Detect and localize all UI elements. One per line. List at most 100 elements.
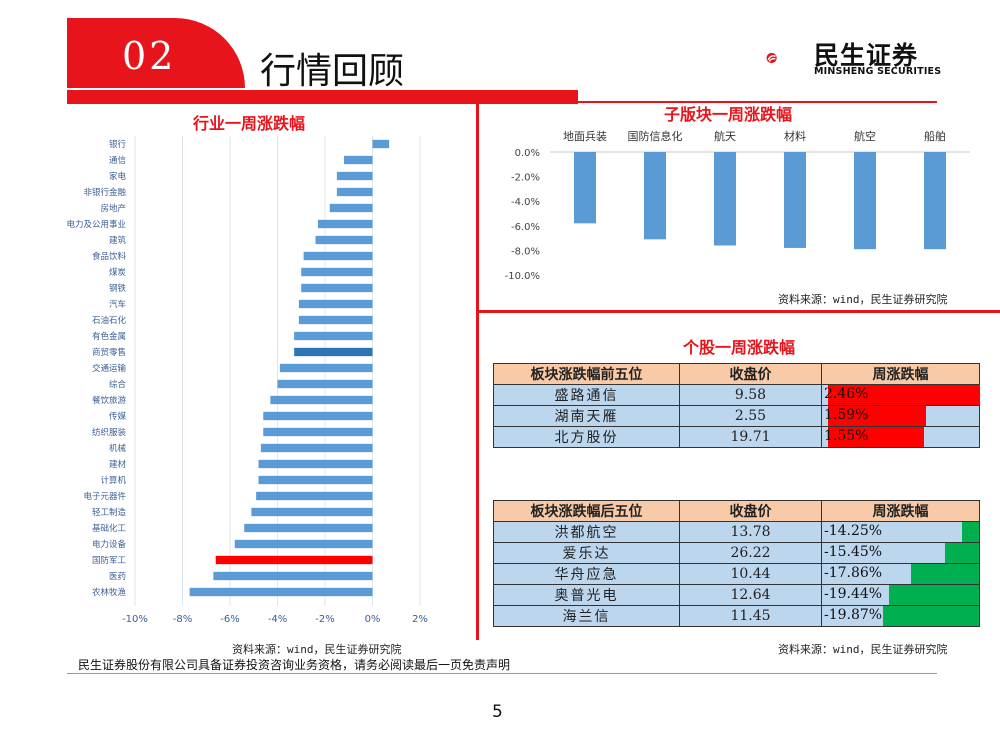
stocks-source: 资料来源：wind，民生证券研究院 (778, 643, 948, 656)
stock-name: 洪都航空 (493, 521, 680, 543)
change-bar (910, 564, 979, 584)
category-label: 电力设备 (92, 539, 127, 550)
logo-text-cn: 民生证券 (814, 41, 919, 70)
column-header: 收盘价 (679, 363, 822, 385)
y-tick-label: -10.0% (505, 271, 540, 282)
bar (234, 539, 373, 549)
category-label: 航空 (854, 129, 876, 143)
top-losers-table: 板块涨跌幅后五位 收盘价 周涨跌幅 洪都航空 13.78 -14.25% 爱乐达… (493, 500, 980, 627)
bar (644, 152, 666, 240)
change-value: -17.86% (824, 565, 883, 581)
bar (924, 152, 946, 250)
change-cell: 1.59% (821, 405, 980, 427)
bar (189, 587, 373, 597)
sub-sector-chart-source: 资料来源：wind，民生证券研究院 (778, 293, 948, 306)
bar (258, 475, 373, 485)
change-value: 1.55% (824, 428, 869, 444)
bar (263, 411, 373, 421)
category-label: 地面兵装 (563, 130, 607, 143)
change-cell: -17.86% (821, 563, 980, 585)
change-value: -19.87% (824, 607, 883, 623)
bar (301, 283, 373, 293)
category-label: 通信 (109, 155, 127, 166)
bar (298, 315, 373, 325)
horizontal-divider (478, 310, 1000, 313)
stock-name: 爱乐达 (493, 542, 680, 564)
y-tick-label: -4.0% (511, 197, 540, 208)
table-row: 爱乐达 26.22 -15.45% (493, 542, 980, 564)
close-price: 12.64 (679, 584, 822, 606)
vertical-divider (476, 104, 479, 640)
column-header: 板块涨跌幅后五位 (493, 500, 680, 522)
bar (251, 507, 373, 517)
change-bar (888, 585, 979, 605)
close-price: 13.78 (679, 521, 822, 543)
stock-name: 华舟应急 (493, 563, 680, 585)
category-label: 医药 (109, 571, 126, 582)
bar (336, 187, 373, 197)
bar (344, 155, 373, 165)
x-tick-label: -10% (122, 614, 148, 625)
bar (372, 139, 390, 149)
category-label: 建筑 (109, 235, 127, 246)
table-row: 盛路通信 9.58 2.46% (493, 384, 980, 406)
change-value: 2.46% (824, 386, 869, 402)
x-tick-label: 0% (365, 614, 381, 625)
minsheng-logo-icon (766, 52, 777, 64)
category-label: 餐饮旅游 (92, 395, 127, 406)
close-price: 2.55 (679, 405, 822, 427)
table-row: 北方股份 19.71 1.55% (493, 426, 980, 448)
logo-text-en: MINSHENG SECURITIES (814, 66, 942, 77)
footer-divider (67, 673, 937, 674)
category-label: 综合 (109, 379, 127, 390)
close-price: 19.71 (679, 426, 822, 448)
category-label: 银行 (109, 139, 127, 150)
category-label: 船舶 (924, 129, 946, 143)
y-tick-label: 0.0% (515, 148, 540, 159)
stock-name: 湖南天雁 (493, 405, 680, 427)
y-tick-label: -6.0% (511, 222, 540, 233)
change-cell: -15.45% (821, 542, 980, 564)
header-divider (67, 101, 937, 103)
category-label: 钢铁 (109, 283, 127, 294)
change-cell: 1.55% (821, 426, 980, 448)
category-label: 石油石化 (92, 315, 127, 326)
column-header: 周涨跌幅 (821, 363, 980, 385)
bar (258, 459, 373, 469)
change-value: -19.44% (824, 586, 883, 602)
bar (315, 235, 373, 245)
category-label: 电力及公用事业 (66, 219, 126, 230)
table-row: 奥普光电 12.64 -19.44% (493, 584, 980, 606)
bar (294, 331, 373, 341)
bar (263, 427, 373, 437)
change-cell: -19.87% (821, 605, 980, 627)
column-header: 收盘价 (679, 500, 822, 522)
change-cell: -14.25% (821, 521, 980, 543)
bar (260, 443, 373, 453)
category-label: 轻工制造 (92, 507, 127, 518)
bar (213, 571, 373, 581)
bar (279, 363, 373, 373)
bar (317, 219, 373, 229)
category-label: 计算机 (100, 475, 126, 486)
y-tick-label: -8.0% (511, 246, 540, 257)
bar (854, 152, 876, 250)
change-bar (961, 522, 979, 542)
bar (277, 379, 373, 389)
stock-name: 奥普光电 (493, 584, 680, 606)
category-label: 汽车 (109, 299, 126, 310)
bar (574, 152, 596, 224)
table-header-row: 板块涨跌幅后五位 收盘价 周涨跌幅 (493, 500, 980, 522)
x-tick-label: -4% (268, 614, 287, 625)
category-label: 交通运输 (92, 363, 127, 374)
change-value: 1.59% (824, 407, 869, 423)
page-title: 行情回顾 (260, 51, 405, 92)
category-label: 材料 (784, 129, 806, 143)
bar (784, 152, 806, 248)
top-gainers-table: 板块涨跌幅前五位 收盘价 周涨跌幅 盛路通信 9.58 2.46% 湖南天雁 2… (493, 363, 980, 448)
change-bar (828, 406, 927, 426)
page-number: 5 (492, 702, 503, 722)
change-cell: 2.46% (821, 384, 980, 406)
category-label: 家电 (109, 171, 127, 182)
industry-chart-source: 资料来源：wind，民生证券研究院 (232, 643, 402, 656)
